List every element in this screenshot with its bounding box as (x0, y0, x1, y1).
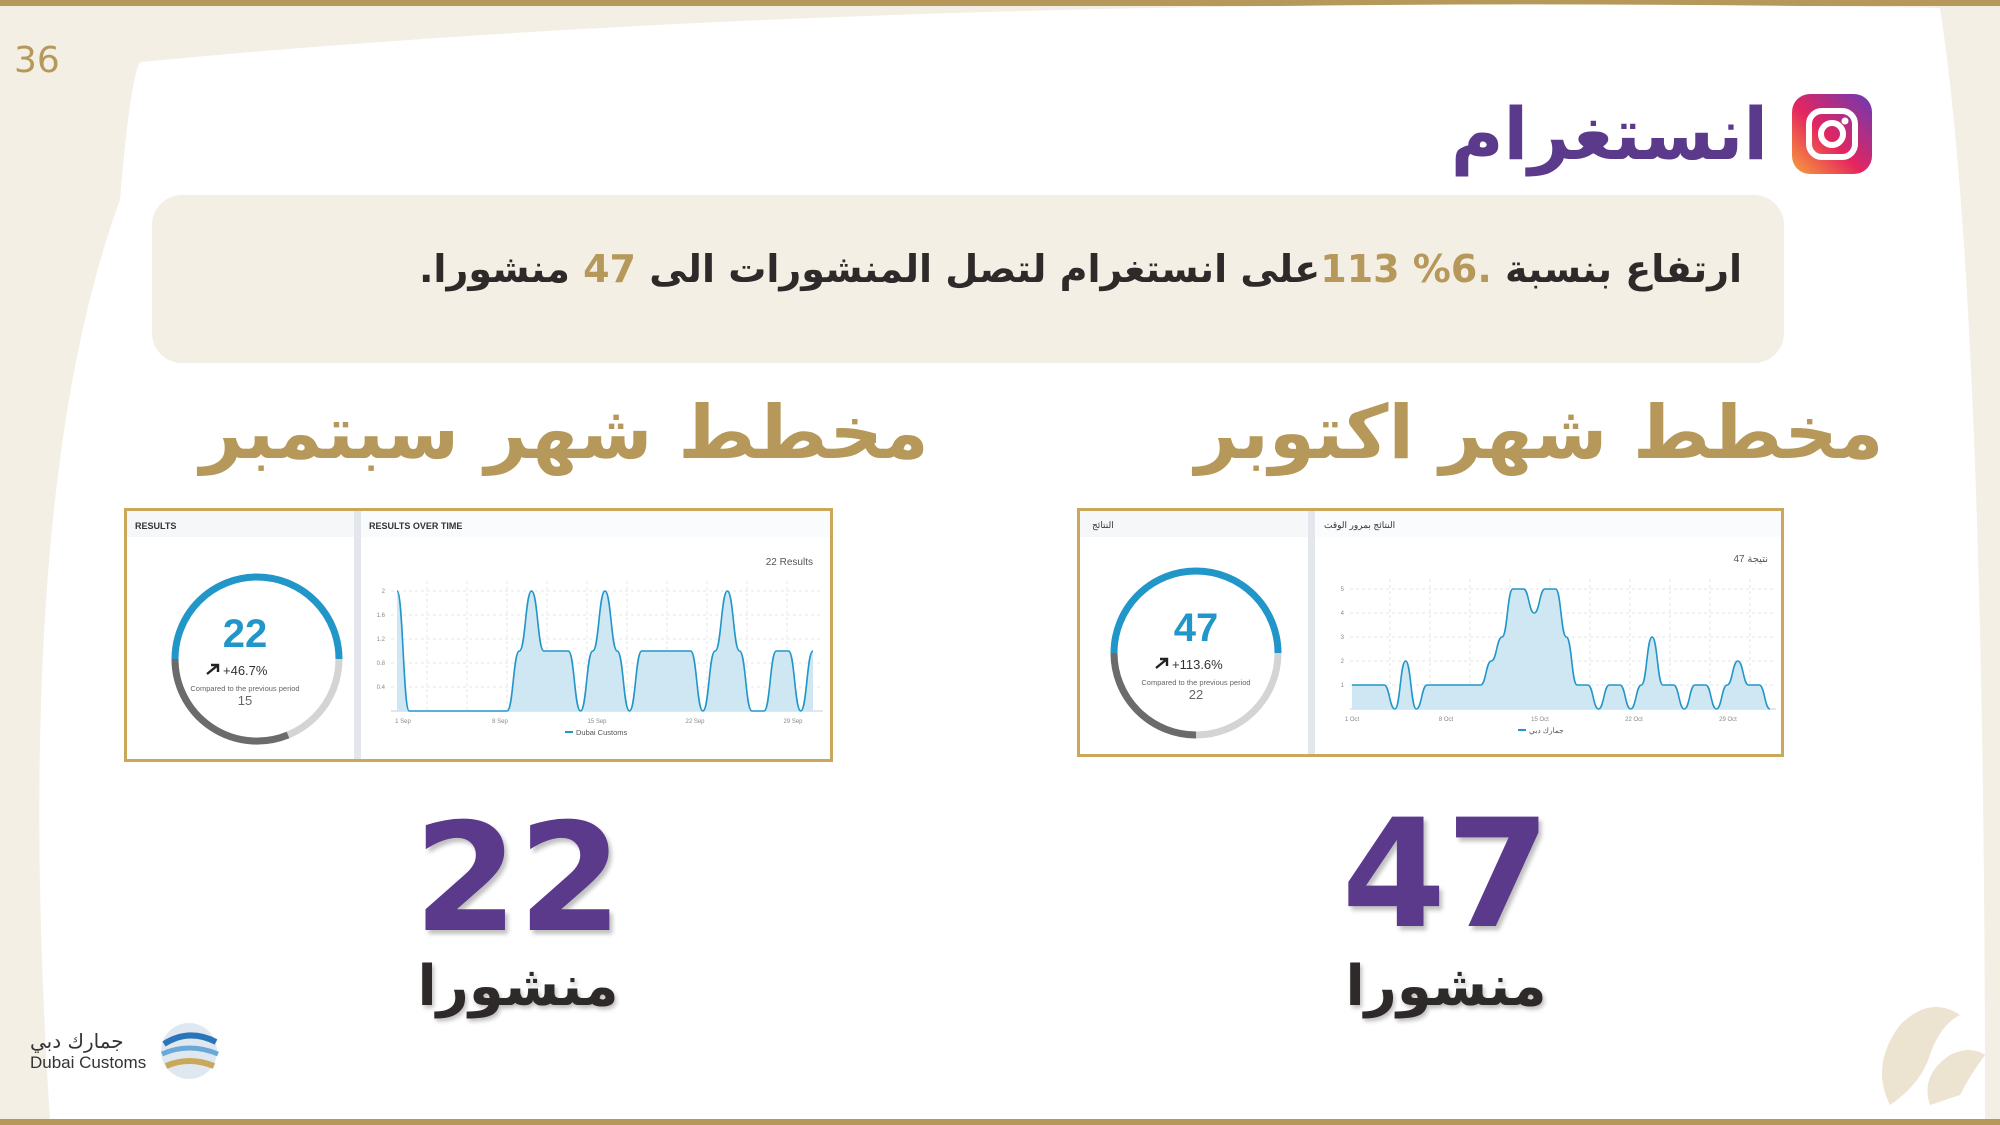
chart-title: RESULTS OVER TIME (369, 521, 462, 531)
september-title: مخطط شهر سبتمبر (200, 390, 929, 476)
svg-text:29 Oct: 29 Oct (1719, 717, 1737, 723)
dubai-customs-logo: جمارك دبي Dubai Customs (30, 1020, 220, 1082)
svg-text:2: 2 (1341, 659, 1345, 665)
results-title: RESULTS (135, 521, 176, 531)
results-value: 47 (1174, 606, 1219, 650)
october-count: 47 (1341, 788, 1551, 962)
svg-text:1.2: 1.2 (377, 637, 386, 643)
svg-text:22 Sep: 22 Sep (685, 719, 705, 725)
svg-text:8 Oct: 8 Oct (1439, 717, 1454, 723)
svg-text:2: 2 (382, 589, 386, 595)
change-percent: +113.6% (1172, 657, 1223, 672)
october-panel-graphic: النتائج 47 +113.6% Compared to the previ… (1080, 511, 1781, 754)
results-title: النتائج (1092, 520, 1114, 531)
oct-y-ticks: 5 4 3 2 1 (1341, 587, 1345, 689)
svg-text:29 Sep: 29 Sep (783, 719, 803, 725)
september-count-label: منشورا (417, 954, 619, 1019)
slide-header: انستغرام (1451, 92, 1872, 176)
results-value: 22 (223, 612, 268, 656)
sep-y-ticks: 2 1.6 1.2 0.8 0.4 (377, 589, 386, 691)
logo-english: Dubai Customs (30, 1053, 147, 1072)
summary-text: ارتفاع بنسبة .6% 113على انستغرام لتصل ال… (419, 247, 1742, 291)
arrow-up-right-icon (206, 663, 220, 675)
decorative-emblem (1882, 1007, 1985, 1105)
summary-percent: .6% 113 (1320, 247, 1492, 291)
svg-text:22 Oct: 22 Oct (1625, 717, 1643, 723)
previous-value: 15 (238, 693, 252, 708)
summary-part3: منشورا. (419, 247, 584, 291)
logo-arabic: جمارك دبي (30, 1029, 124, 1053)
chart-series-line (1352, 588, 1771, 710)
compared-label: Compared to the previous period (190, 684, 299, 693)
instagram-icon (1792, 94, 1872, 174)
summary-part2: على انستغرام لتصل المنشورات الى (636, 247, 1321, 291)
oct-x-ticks: 1 Oct 8 Oct 15 Oct 22 Oct 29 Oct (1345, 717, 1737, 723)
chart-legend: جمارك دبي (1529, 726, 1564, 735)
top-border (0, 0, 2000, 6)
svg-text:1 Sep: 1 Sep (395, 719, 411, 725)
summary-box: ارتفاع بنسبة .6% 113على انستغرام لتصل ال… (152, 195, 1784, 363)
sep-x-ticks: 1 Sep 8 Sep 15 Sep 22 Sep 29 Sep (395, 719, 803, 725)
chart-legend: Dubai Customs (576, 728, 628, 737)
change-percent: +46.7% (223, 663, 268, 678)
compared-label: Compared to the previous period (1141, 678, 1250, 687)
page-title: انستغرام (1450, 92, 1768, 176)
svg-text:1: 1 (1341, 683, 1345, 689)
page-number: 36 (14, 40, 60, 81)
svg-text:0.4: 0.4 (377, 685, 386, 691)
chart-total: 22 Results (766, 557, 813, 568)
logo-text: جمارك دبي Dubai Customs (30, 1029, 146, 1073)
svg-text:3: 3 (1341, 635, 1345, 641)
sep-plot-area (396, 590, 814, 712)
october-results-panel: النتائج 47 +113.6% Compared to the previ… (1077, 508, 1784, 757)
october-title: مخطط شهر اكتوبر (1195, 390, 1884, 476)
september-panel-graphic: RESULTS 22 +46.7% Compared to the previo… (127, 511, 830, 759)
svg-text:8 Sep: 8 Sep (492, 719, 508, 725)
oct-plot-area (1352, 588, 1771, 710)
svg-text:1.6: 1.6 (377, 613, 386, 619)
bottom-border (0, 1119, 2000, 1125)
september-count: 22 (413, 792, 623, 966)
svg-text:5: 5 (1341, 587, 1345, 593)
globe-icon (161, 1023, 220, 1079)
svg-text:1 Oct: 1 Oct (1345, 717, 1360, 723)
chart-area-fill (1352, 589, 1770, 709)
october-count-label: منشورا (1345, 954, 1547, 1019)
previous-value: 22 (1189, 687, 1203, 702)
chart-series-line (396, 590, 814, 712)
summary-part1: ارتفاع بنسبة (1491, 247, 1742, 291)
september-results-panel: RESULTS 22 +46.7% Compared to the previo… (124, 508, 833, 762)
chart-title: النتائج بمرور الوقت (1324, 520, 1395, 531)
arrow-up-right-icon (1155, 657, 1169, 669)
svg-text:15 Sep: 15 Sep (587, 719, 607, 725)
chart-total: 47 نتيجة (1733, 554, 1768, 565)
svg-text:0.8: 0.8 (377, 661, 386, 667)
svg-text:15 Oct: 15 Oct (1531, 717, 1549, 723)
svg-text:4: 4 (1341, 611, 1345, 617)
summary-count: 47 (583, 247, 636, 291)
